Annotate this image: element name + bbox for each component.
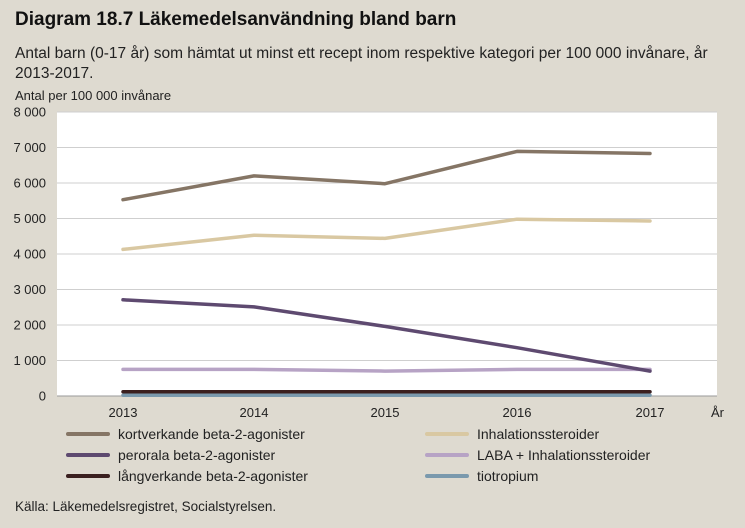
legend-item: långverkande beta-2-agonister [66, 466, 308, 486]
series-line [121, 298, 652, 373]
legend-swatch [425, 474, 469, 478]
legend-swatch [66, 432, 110, 436]
y-tick-label: 0 [39, 389, 46, 404]
x-tick-labels: 2013 2014 2015 2016 2017 [109, 405, 665, 420]
y-axis-label: Antal per 100 000 invånare [15, 88, 172, 103]
legend-swatch [425, 453, 469, 457]
y-tick-label: 2 000 [13, 318, 46, 333]
y-tick-label: 4 000 [13, 247, 46, 262]
y-tick-labels: 0 1 000 2 000 3 000 4 000 5 000 6 000 7 000 8 00… [13, 105, 46, 404]
source-note: Källa: Läkemedelsregistret, Socialstyrel… [15, 499, 277, 514]
y-tick-label: 5 000 [13, 211, 46, 226]
y-tick-label: 1 000 [13, 353, 46, 368]
x-tick-label: 2017 [636, 405, 665, 420]
series-lines [121, 149, 652, 398]
legend-swatch [66, 453, 110, 457]
legend-label: Inhalationssteroider [477, 426, 600, 442]
legend-item: Inhalationssteroider [425, 424, 599, 444]
chart-title: Diagram 18.7 Läkemedelsanvändning bland … [15, 9, 457, 30]
y-tick-label: 3 000 [13, 282, 46, 297]
y-tick-label: 8 000 [13, 105, 46, 120]
legend-item: LABA + Inhalationssteroider [425, 445, 650, 465]
legend-swatch [66, 474, 110, 478]
legend-item: perorala beta-2-agonister [66, 445, 275, 465]
legend-label: kortverkande beta-2-agonister [118, 426, 305, 442]
legend-label: tiotropium [477, 468, 539, 484]
series-line [121, 149, 652, 202]
legend-label: LABA + Inhalationssteroider [477, 447, 651, 463]
x-tick-label: 2015 [371, 405, 400, 420]
y-tick-label: 6 000 [13, 176, 46, 191]
chart-subtitle: Antal barn (0-17 år) som hämtat ut minst… [15, 45, 708, 82]
legend-item: tiotropium [425, 466, 538, 486]
series-line [121, 217, 652, 252]
legend-swatch [425, 432, 469, 436]
x-tick-label: 2016 [503, 405, 532, 420]
x-axis-label: År [711, 405, 725, 420]
x-tick-label: 2014 [240, 405, 269, 420]
legend-label: perorala beta-2-agonister [118, 447, 276, 463]
series-line [121, 367, 652, 373]
legend-label: långverkande beta-2-agonister [118, 468, 308, 484]
x-tick-label: 2013 [109, 405, 138, 420]
y-tick-label: 7 000 [13, 140, 46, 155]
legend-item: kortverkande beta-2-agonister [66, 424, 305, 444]
